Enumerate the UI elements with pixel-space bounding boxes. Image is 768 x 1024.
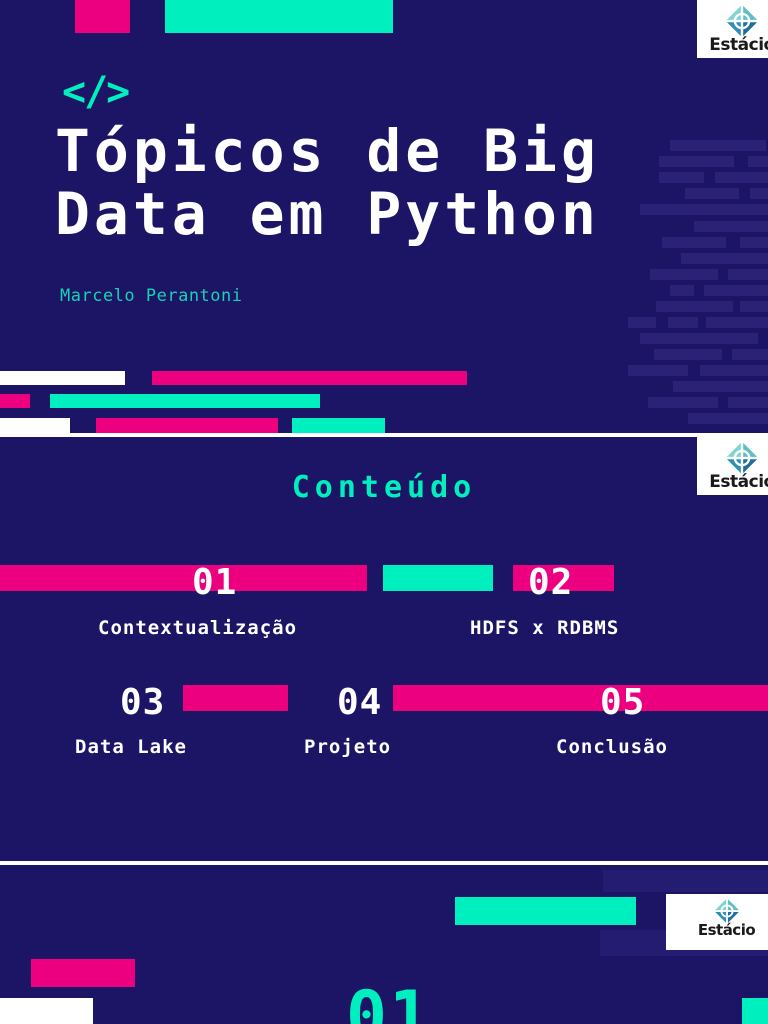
title-slide: </> Tópicos de Big Data em Python Marcel… <box>0 0 768 433</box>
decor-bar-pink-section <box>31 959 135 987</box>
decor-bar-pink-3 <box>96 418 278 433</box>
toc-number-05: 05 <box>600 682 646 723</box>
brand-wordmark: Estácio <box>709 472 768 492</box>
toc-heading: Conteúdo <box>291 470 477 505</box>
decor-bar-pink-1 <box>152 371 467 385</box>
title-line-2: Data em Python <box>55 179 600 248</box>
toc-number-02: 02 <box>528 562 574 603</box>
toc-bar-4-pink <box>393 685 768 711</box>
slide-divider-2 <box>0 861 768 865</box>
estacio-logo: Estácio <box>697 437 768 495</box>
decor-pattern-block-2 <box>603 870 768 892</box>
brand-wordmark: Estácio <box>697 921 756 939</box>
toc-bar-1-pink <box>0 565 367 591</box>
decor-bar-teal-top <box>165 0 393 33</box>
toc-bar-3-pink <box>183 685 288 711</box>
section-number: 01 <box>346 977 432 1024</box>
toc-bar-1-teal <box>383 565 493 591</box>
slide-divider-1 <box>0 433 768 437</box>
toc-label-04: Projeto <box>304 736 392 758</box>
brand-wordmark: Estácio <box>709 35 768 55</box>
diamond-grid-icon <box>711 896 742 926</box>
toc-number-03: 03 <box>120 682 166 723</box>
decor-bar-teal-section <box>455 897 636 925</box>
code-brackets-icon: </> <box>62 69 130 115</box>
estacio-logo: Estácio <box>697 0 768 58</box>
decor-bar-teal-2 <box>292 418 385 433</box>
decor-bar-pink-top <box>75 0 130 33</box>
toc-label-05: Conclusão <box>556 736 668 758</box>
decor-bar-pink-2 <box>0 394 30 408</box>
toc-label-03: Data Lake <box>75 736 187 758</box>
toc-label-02: HDFS x RDBMS <box>470 617 620 639</box>
author-name: Marcelo Perantoni <box>60 286 243 306</box>
diamond-grid-icon <box>723 2 761 40</box>
decor-bar-teal-1 <box>50 394 320 408</box>
page-title: Tópicos de Big Data em Python <box>55 120 655 245</box>
toc-number-04: 04 <box>337 682 383 723</box>
code-line-texture <box>628 140 768 433</box>
decor-bar-white-1 <box>0 371 125 385</box>
diamond-grid-icon <box>723 439 761 477</box>
decor-bar-white-2 <box>0 418 70 433</box>
toc-number-01: 01 <box>192 562 238 603</box>
table-of-contents-slide: Conteúdo 01 Contextualização 02 HDFS x R… <box>0 437 768 861</box>
toc-label-01: Contextualização <box>98 617 298 639</box>
decor-bar-teal-section-2 <box>742 998 768 1024</box>
toc-bar-2-pink <box>513 565 614 591</box>
title-line-1: Tópicos de Big <box>55 117 600 185</box>
section-slide: 01 Estácio <box>0 865 768 1024</box>
estacio-logo: Estácio <box>666 894 768 950</box>
decor-bar-white-section <box>0 998 93 1024</box>
